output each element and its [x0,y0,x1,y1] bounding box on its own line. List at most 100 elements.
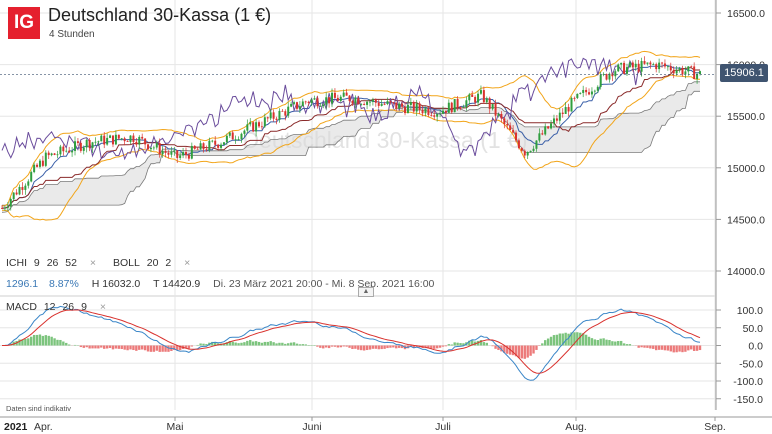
remove-ichi-icon[interactable]: × [89,257,97,269]
candle-body [611,73,614,77]
macd-histogram-bar [187,345,191,349]
ichimoku-lines [1,57,700,209]
candle-body [427,108,430,115]
remove-macd-icon[interactable]: × [99,301,106,313]
macd-histogram-bar [368,345,372,350]
candle-body [234,139,237,141]
macd-param-1: 12 [43,301,56,313]
candle-body [182,152,185,156]
macd-histogram-bar [161,345,164,352]
macd-histogram-bar [690,345,693,350]
macd-histogram-bar [608,339,611,346]
macd-histogram-bar [225,342,229,346]
ichi-param-1: 9 [33,257,40,269]
macd-histogram-bar [44,335,48,346]
y-axis: 14000.014500.015000.015500.016000.016500… [715,0,765,410]
macd-histogram-bar [292,342,296,346]
candle-body [684,71,687,75]
macd-histogram-bar [140,345,144,350]
macd-histogram-bar [176,345,179,351]
macd-histogram-bar [47,335,50,346]
page-title: Deutschland 30-Kassa (1 €) [48,5,272,25]
macd-histogram-bar [506,345,509,354]
macd-histogram-bar [663,345,667,351]
macd-histogram-bar [395,345,398,349]
candle-body [281,110,284,112]
macd-histogram-bar [377,345,380,350]
year-label: 2021 [4,421,28,433]
remove-boll-icon[interactable]: × [184,257,191,269]
macd-histogram-bar [269,341,272,346]
candle-body [517,140,520,149]
candle-body [91,142,94,149]
candle-body [570,97,573,112]
macd-histogram-bar [549,336,553,346]
macd-histogram-bar [82,345,85,348]
candle-body [485,98,488,103]
macd-histogram-bar [281,342,284,346]
boll-param-1: 20 [146,257,159,269]
ichi-label[interactable]: ICHI [6,257,27,269]
macd-histogram-bar [669,345,672,352]
candle-body [74,141,77,151]
candle-body [637,63,640,72]
boll-label[interactable]: BOLL [112,257,140,269]
collapse-panel-icon[interactable]: ▲ [358,287,374,297]
macd-histogram-bar [412,345,415,348]
price-tick-label: 14500.0 [727,214,765,226]
candle-body [295,102,298,109]
candle-body [582,89,585,93]
candle-body [15,192,18,195]
macd-histogram-bar [240,342,243,346]
candle-body [85,139,88,148]
macd-histogram-bar [143,345,147,351]
macd-histogram-bar [433,345,436,349]
macd-histogram-bar [100,345,103,348]
macd-histogram-bar [681,345,684,353]
macd-histogram-bar [362,345,366,351]
candle-body [30,172,33,182]
candle-body [401,103,404,107]
candle-body [585,89,588,93]
macd-histogram-bar [158,345,161,352]
macd-histogram-bar [30,336,33,346]
macd-histogram-bar [581,333,585,346]
macd-histogram-bar [494,345,497,349]
macd-histogram-bar [546,338,550,346]
macd-label[interactable]: MACD [6,301,37,313]
candle-body [196,148,199,150]
macd-histogram-bar [400,345,404,349]
price-tick-label: 14000.0 [727,266,765,278]
macd-histogram-bar [380,345,383,350]
macd-histogram-bar [438,345,442,348]
candle-body [529,150,532,152]
macd-histogram-bar [228,341,231,346]
candle-body [21,186,24,190]
macd-histogram-bar [523,345,526,359]
price-tick-label: 16500.0 [727,8,765,20]
candle-body [631,62,634,68]
macd-histogram-bar [622,343,626,346]
macd-histogram-bar [500,345,503,352]
macd-histogram-bar [657,345,661,350]
macd-histogram-bar [652,345,655,349]
macd-histogram-bar [237,343,240,346]
macd-histogram-bar [497,345,500,351]
macd-histogram-bar [79,345,83,348]
candle-body [56,154,59,156]
candle-body [293,102,296,104]
macd-histogram-bar [295,343,299,346]
macd-histogram-bar [345,345,348,347]
macd-histogram-bar [18,339,21,346]
candle-body [544,126,547,135]
macd-histogram-bar [190,345,194,347]
macd-histogram-bar [430,345,433,349]
macd-histogram-bar [660,345,664,350]
candle-body [231,132,234,140]
candle-body [538,133,541,141]
macd-histogram-bar [637,345,640,348]
candles [0,56,716,211]
macd-histogram-bar [666,345,670,351]
candle-body [59,146,62,155]
